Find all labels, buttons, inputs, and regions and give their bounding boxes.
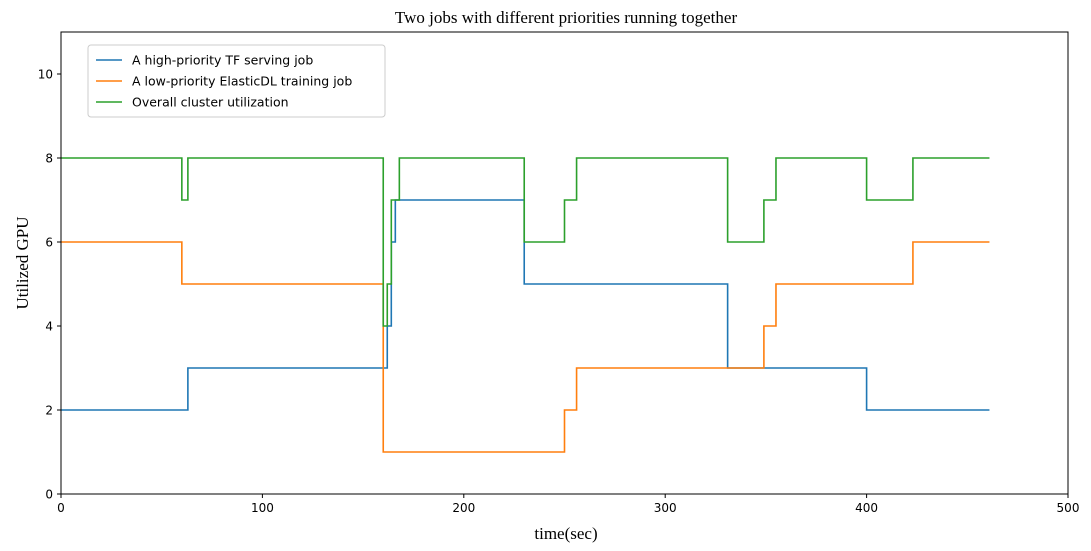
y-axis-label: Utilized GPU xyxy=(13,216,32,309)
y-tick-label: 0 xyxy=(45,488,53,502)
x-tick-label: 300 xyxy=(654,501,677,515)
x-tick-label: 200 xyxy=(452,501,475,515)
x-axis-label: time(sec) xyxy=(534,524,597,543)
x-tick-label: 500 xyxy=(1057,501,1080,515)
y-tick-label: 2 xyxy=(45,404,53,418)
chart-title: Two jobs with different priorities runni… xyxy=(395,8,738,27)
legend-box xyxy=(87,44,386,118)
series-line-1 xyxy=(61,199,990,411)
legend: A high-priority TF serving job A low-prio… xyxy=(87,44,386,118)
y-tick-label: 4 xyxy=(45,320,53,334)
axes-layer: 0 100 200 300 400 500 0 2 4 6 8 10 xyxy=(38,31,1080,515)
series-line-2 xyxy=(61,241,990,453)
y-tick-label: 8 xyxy=(45,152,53,166)
legend-label-1: A high-priority TF serving job xyxy=(132,53,313,68)
legend-label-2: A low-priority ElasticDL training job xyxy=(132,74,352,89)
x-tick-label: 0 xyxy=(57,501,65,515)
y-tick-label: 6 xyxy=(45,236,53,250)
series-line-3 xyxy=(61,157,990,327)
x-tick-label: 400 xyxy=(855,501,878,515)
series-layer xyxy=(61,157,990,453)
x-tick-label: 100 xyxy=(251,501,274,515)
legend-label-3: Overall cluster utilization xyxy=(132,95,289,110)
y-tick-label: 10 xyxy=(38,68,53,82)
plot-frame xyxy=(60,31,1069,495)
